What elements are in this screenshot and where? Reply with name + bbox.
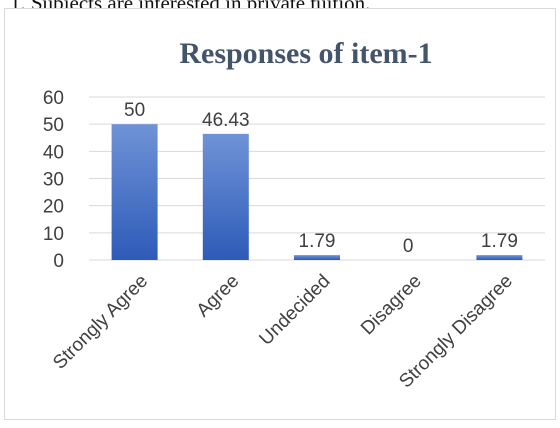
bar-chart: Responses of item-1 0 10 20 30 40 50 60 50 46.4… <box>43 37 545 393</box>
y-tick-label: 20 <box>43 197 64 218</box>
chart-title: Responses of item-1 <box>179 37 432 70</box>
y-tick-label: 30 <box>43 170 64 191</box>
y-tick-label: 10 <box>43 224 64 245</box>
y-tick-label: 50 <box>43 115 64 136</box>
y-axis-tick-labels: 0 10 20 30 40 50 60 <box>43 88 64 272</box>
category-label: Disagree <box>357 271 426 340</box>
y-tick-label: 60 <box>43 88 64 109</box>
data-label: 1.79 <box>481 231 518 252</box>
data-labels: 50 46.43 1.79 0 1.79 <box>124 100 518 257</box>
category-label: Agree <box>193 271 244 322</box>
data-label: 46.43 <box>202 110 250 131</box>
bar <box>294 255 340 260</box>
category-label: Strongly Agree <box>49 271 152 374</box>
y-tick-label: 0 <box>53 251 64 272</box>
bars <box>111 124 523 261</box>
data-label: 50 <box>124 100 145 121</box>
bar <box>476 255 523 260</box>
y-tick-label: 40 <box>43 142 64 163</box>
category-label: Undecided <box>255 271 334 350</box>
bar <box>111 124 158 261</box>
chart-container: Responses of item-1 0 10 20 30 40 50 60 50 46.4… <box>4 8 556 420</box>
data-label: 0 <box>403 236 414 257</box>
category-labels: Strongly Agree Agree Undecided DisagreeStro… <box>49 271 517 393</box>
bar <box>202 133 249 260</box>
data-label: 1.79 <box>299 231 336 252</box>
